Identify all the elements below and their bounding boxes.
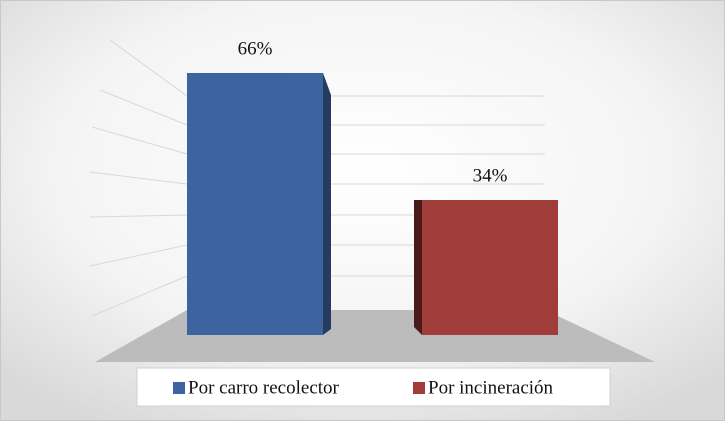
data-label: 66%	[238, 38, 273, 59]
legend-swatch	[173, 382, 185, 394]
legend-label: Por incineración	[428, 377, 554, 398]
bar-side	[414, 200, 422, 335]
bar-side	[323, 72, 331, 335]
legend	[136, 367, 611, 407]
legend-swatch	[413, 382, 425, 394]
data-label: 34%	[473, 165, 508, 186]
bar	[422, 200, 558, 335]
bar	[187, 72, 323, 335]
legend-label: Por carro recolector	[188, 377, 340, 398]
